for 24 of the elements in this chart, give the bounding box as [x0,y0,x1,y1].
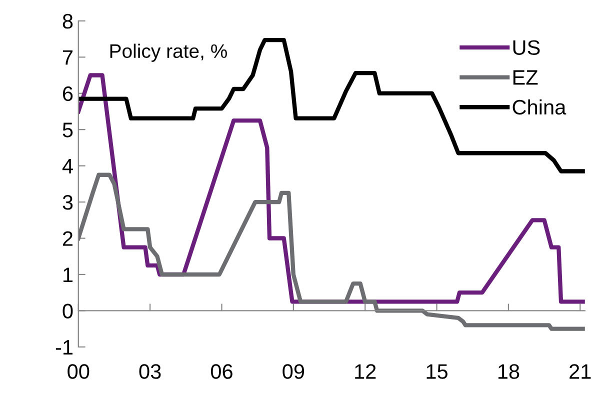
x-tick-label: 09 [282,364,304,379]
x-tick-label: 03 [139,364,161,379]
y-tick-label: 1 [64,268,73,282]
y-tick-label: 8 [62,14,73,29]
y-tick-label: 0 [62,304,73,318]
line-series [78,172,585,331]
y-tick-label: 2 [62,231,72,246]
x-tick-label: 18 [498,364,520,379]
y-tick-label: 7 [63,50,72,65]
x-tick-label: 21 [570,364,591,379]
y-tick-label: -1 [56,340,73,354]
legend-label: US [513,40,540,55]
line-series [78,38,585,174]
legend-label: China [512,99,566,115]
y-tick-label: 6 [63,86,73,102]
legend-label: EZ [513,70,538,85]
x-tick-label: 15 [426,364,448,379]
x-tick-label: 12 [355,364,376,379]
x-tick-label: 06 [210,364,232,379]
y-tick-label: 5 [62,122,73,138]
y-tick-label: 4 [62,159,73,174]
y-tick-label: 3 [62,195,73,210]
x-tick-label: 00 [68,364,90,379]
annotation: Policy rate, % [110,44,227,62]
